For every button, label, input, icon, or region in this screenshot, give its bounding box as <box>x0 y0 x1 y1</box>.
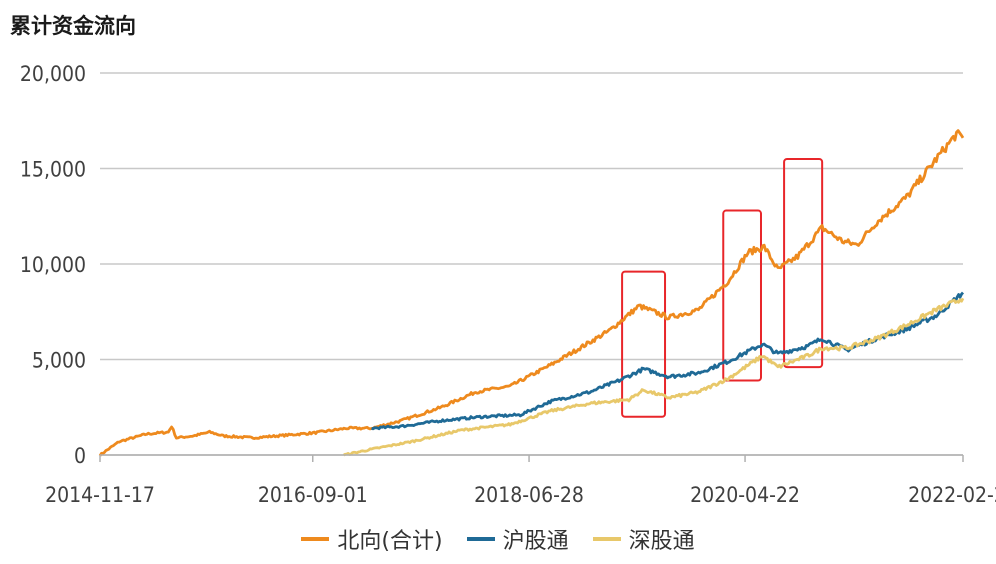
y-tick-label: 10,000 <box>20 253 86 277</box>
series-line-2 <box>342 297 965 457</box>
y-tick-label: 0 <box>74 444 86 468</box>
chart-title: 累计资金流向 <box>10 14 136 38</box>
series-line-1 <box>371 291 965 431</box>
highlight-box-1 <box>722 209 762 382</box>
legend-item-2: 深股通 <box>592 523 695 555</box>
series-layer <box>98 129 965 457</box>
y-tick-label: 20,000 <box>20 62 86 86</box>
axes: 0 5,000 10,000 15,000 20,000 2014-11-17 2016-0… <box>20 62 996 507</box>
y-tick-label: 5,000 <box>32 349 86 373</box>
legend-label: 沪股通 <box>502 529 569 554</box>
x-tick-label: 2014-11-17 <box>45 483 155 507</box>
x-tick-label: 2022-02-21 <box>908 483 996 507</box>
x-tick-label: 2016-09-01 <box>258 483 368 507</box>
legend-swatch <box>592 537 621 541</box>
grid <box>100 72 963 456</box>
legend-item-0: 北向(合计) <box>301 523 443 555</box>
x-tick-label: 2020-04-22 <box>690 483 800 507</box>
legend-swatch <box>301 537 330 541</box>
highlight-box-0 <box>621 270 667 418</box>
legend: 北向(合计) 沪股通 深股通 <box>0 522 996 555</box>
legend-label: 深股通 <box>628 529 695 554</box>
series-line-0 <box>98 129 965 457</box>
legend-item-1: 沪股通 <box>466 523 569 555</box>
legend-label: 北向(合计) <box>337 529 443 554</box>
highlight-box-2 <box>783 157 824 369</box>
y-tick-label: 15,000 <box>20 158 86 182</box>
line-chart: 0 5,000 10,000 15,000 20,000 2014-11-17 2016-0… <box>20 62 996 507</box>
x-tick-label: 2018-06-28 <box>474 483 584 507</box>
legend-swatch <box>466 537 495 541</box>
